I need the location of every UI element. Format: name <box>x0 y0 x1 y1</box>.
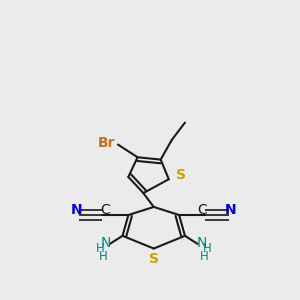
Text: Br: Br <box>98 136 116 150</box>
Text: N: N <box>225 203 236 217</box>
Text: C: C <box>100 203 110 217</box>
Text: H: H <box>96 242 105 255</box>
Text: S: S <box>149 252 159 266</box>
Text: C: C <box>197 203 207 217</box>
Text: N: N <box>196 236 207 250</box>
Text: N: N <box>100 236 111 250</box>
Text: H: H <box>202 242 211 255</box>
Text: N: N <box>71 203 82 217</box>
Text: H: H <box>200 250 209 263</box>
Text: H: H <box>99 250 107 263</box>
Text: S: S <box>176 168 186 182</box>
